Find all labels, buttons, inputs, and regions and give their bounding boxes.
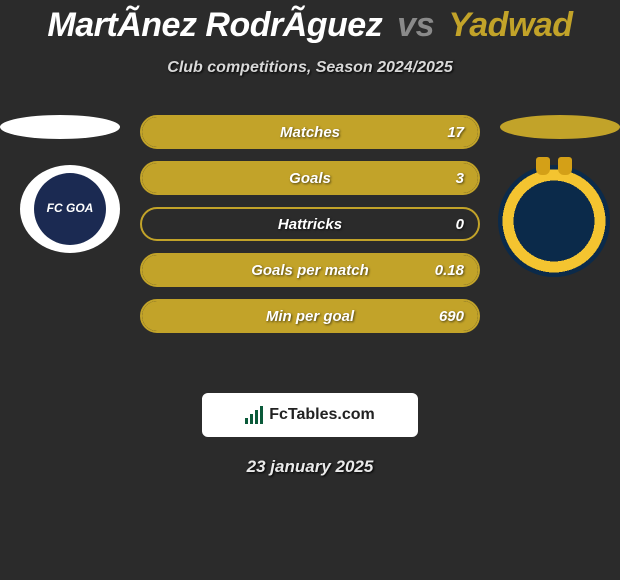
brand-box: FcTables.com (202, 393, 418, 437)
subtitle: Club competitions, Season 2024/2025 (0, 59, 620, 77)
player1-crest: FC GOA (20, 165, 120, 253)
stat-bar-value: 0 (456, 216, 464, 233)
stat-bar-label: Goals per match (142, 262, 478, 279)
stat-bar-value: 17 (447, 124, 464, 141)
comparison-content: FC GOA Matches17 Goals3 Hattricks0 Goals pe… (0, 115, 620, 375)
stat-bars: Matches17 Goals3 Hattricks0 Goals per match… (140, 115, 480, 345)
vs-text: vs (397, 6, 434, 44)
stat-bar: Goals3 (140, 161, 480, 195)
player2-oval (500, 115, 620, 139)
player1-oval (0, 115, 120, 139)
player2-name: Yadwad (448, 6, 572, 44)
stat-bar-value: 690 (439, 308, 464, 325)
player1-name: MartÃnez RodrÃguez (47, 6, 382, 44)
stat-bar-label: Min per goal (142, 308, 478, 325)
crest-left-label: FC GOA (34, 173, 106, 245)
brand-icon (245, 406, 263, 424)
stat-bar: Min per goal690 (140, 299, 480, 333)
stat-bar-label: Hattricks (142, 216, 478, 233)
stat-bar-value: 0.18 (435, 262, 464, 279)
stat-bar-label: Goals (142, 170, 478, 187)
stat-bar-value: 3 (456, 170, 464, 187)
stat-bar: Matches17 (140, 115, 480, 149)
stat-bar: Hattricks0 (140, 207, 480, 241)
date-text: 23 january 2025 (0, 457, 620, 477)
brand-text: FcTables.com (269, 406, 375, 424)
player2-crest (498, 165, 610, 277)
stat-bar: Goals per match0.18 (140, 253, 480, 287)
comparison-title: MartÃnez RodrÃguez vs Yadwad (0, 0, 620, 45)
stat-bar-label: Matches (142, 124, 478, 141)
